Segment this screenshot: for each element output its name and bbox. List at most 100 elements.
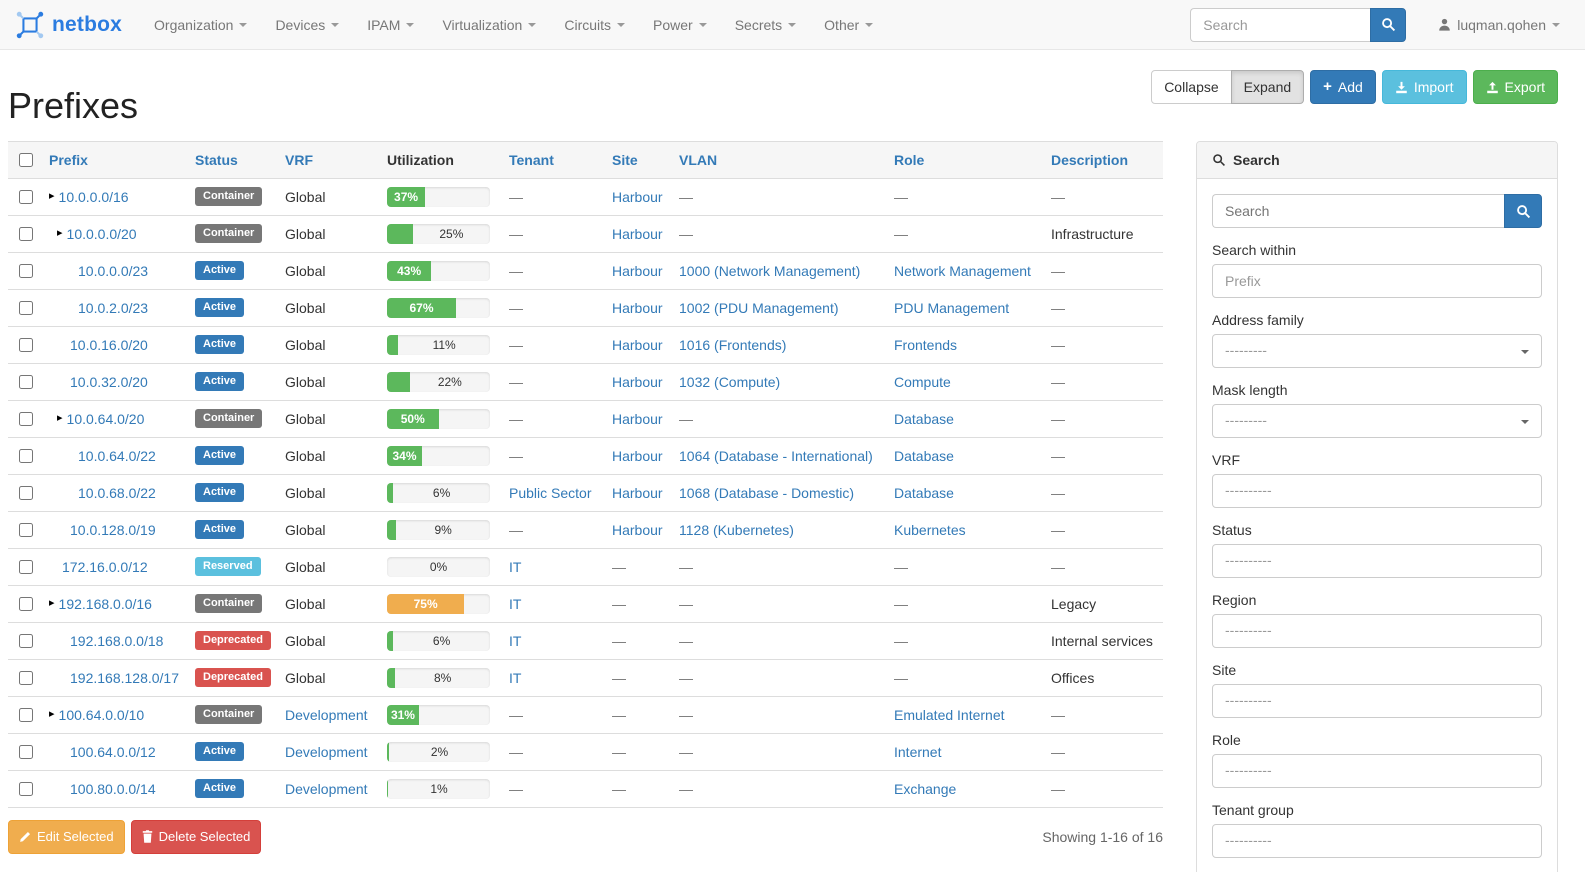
prefix-link[interactable]: 10.0.0.0/20 (66, 225, 137, 242)
prefix-link[interactable]: 192.168.0.0/16 (58, 595, 152, 612)
row-checkbox[interactable] (19, 263, 33, 278)
nav-menu-power[interactable]: Power (639, 0, 721, 50)
nav-menu-other[interactable]: Other (810, 0, 887, 50)
role-link[interactable]: PDU Management (894, 299, 1010, 316)
tenant-link[interactable]: IT (509, 632, 522, 649)
filter-select-mask-length[interactable]: --------- (1212, 404, 1542, 438)
nav-menu-ipam[interactable]: IPAM (353, 0, 428, 50)
row-checkbox[interactable] (19, 596, 33, 611)
expand-caret-icon[interactable]: ▸ (49, 190, 55, 203)
expand-caret-icon[interactable]: ▸ (57, 412, 63, 425)
filter-select-address-family[interactable]: --------- (1212, 334, 1542, 368)
row-checkbox[interactable] (19, 448, 33, 463)
row-checkbox[interactable] (19, 226, 33, 241)
expand-button[interactable]: Expand (1230, 70, 1305, 104)
prefix-link[interactable]: 100.64.0.0/12 (70, 743, 156, 760)
column-header-role[interactable]: Role (889, 152, 1046, 168)
row-checkbox[interactable] (19, 522, 33, 537)
role-link[interactable]: Network Management (894, 262, 1031, 279)
row-checkbox[interactable] (19, 374, 33, 389)
nav-menu-virtualization[interactable]: Virtualization (428, 0, 550, 50)
tenant-link[interactable]: IT (509, 669, 522, 686)
vrf-link[interactable]: Development (285, 780, 368, 797)
nav-menu-secrets[interactable]: Secrets (721, 0, 810, 50)
prefix-link[interactable]: 10.0.128.0/19 (70, 521, 156, 538)
prefix-link[interactable]: 10.0.68.0/22 (78, 484, 156, 501)
prefix-link[interactable]: 192.168.128.0/17 (70, 669, 179, 686)
vrf-link[interactable]: Development (285, 706, 368, 723)
sidebar-search-button[interactable] (1504, 194, 1542, 228)
filter-select-region[interactable]: ---------- (1212, 614, 1542, 648)
filter-select-vrf[interactable]: ---------- (1212, 474, 1542, 508)
column-header-status[interactable]: Status (190, 152, 280, 168)
tenant-link[interactable]: IT (509, 558, 522, 575)
site-link[interactable]: Harbour (612, 225, 663, 242)
vlan-link[interactable]: 1068 (Database - Domestic) (679, 484, 855, 501)
row-checkbox[interactable] (19, 300, 33, 315)
navbar-search-button[interactable] (1370, 7, 1407, 42)
expand-caret-icon[interactable]: ▸ (49, 708, 55, 721)
role-link[interactable]: Database (894, 447, 954, 464)
site-link[interactable]: Harbour (612, 484, 663, 501)
vlan-link[interactable]: 1064 (Database - International) (679, 447, 873, 464)
prefix-link[interactable]: 172.16.0.0/12 (62, 558, 148, 575)
tenant-link[interactable]: IT (509, 595, 522, 612)
vlan-link[interactable]: 1000 (Network Management) (679, 262, 861, 279)
expand-caret-icon[interactable]: ▸ (49, 597, 55, 610)
vlan-link[interactable]: 1002 (PDU Management) (679, 299, 839, 316)
role-link[interactable]: Compute (894, 373, 951, 390)
filter-select-tenant-group[interactable]: ---------- (1212, 824, 1542, 858)
prefix-link[interactable]: 10.0.64.0/22 (78, 447, 156, 464)
role-link[interactable]: Database (894, 410, 954, 427)
filter-select-status[interactable]: ---------- (1212, 544, 1542, 578)
tenant-link[interactable]: Public Sector (509, 484, 592, 501)
column-header-desc[interactable]: Description (1046, 152, 1163, 168)
site-link[interactable]: Harbour (612, 373, 663, 390)
delete-selected-button[interactable]: Delete Selected (130, 819, 262, 854)
column-header-tenant[interactable]: Tenant (504, 152, 607, 168)
prefix-link[interactable]: 10.0.16.0/20 (70, 336, 148, 353)
prefix-link[interactable]: 100.64.0.0/10 (58, 706, 145, 723)
row-checkbox[interactable] (19, 411, 33, 426)
row-checkbox[interactable] (19, 559, 33, 574)
prefix-link[interactable]: 192.168.0.0/18 (70, 632, 164, 649)
site-link[interactable]: Harbour (612, 521, 663, 538)
role-link[interactable]: Emulated Internet (894, 706, 1005, 723)
vlan-link[interactable]: 1128 (Kubernetes) (679, 521, 794, 538)
expand-caret-icon[interactable]: ▸ (57, 227, 63, 240)
row-checkbox[interactable] (19, 744, 33, 759)
site-link[interactable]: Harbour (612, 299, 663, 316)
navbar-search-input[interactable] (1190, 7, 1371, 42)
edit-selected-button[interactable]: Edit Selected (8, 819, 125, 854)
sidebar-search-input[interactable] (1212, 194, 1504, 228)
role-link[interactable]: Frontends (894, 336, 958, 353)
row-checkbox[interactable] (19, 189, 33, 204)
column-header-prefix[interactable]: Prefix (44, 152, 190, 168)
vrf-link[interactable]: Development (285, 743, 368, 760)
nav-menu-circuits[interactable]: Circuits (550, 0, 639, 50)
nav-menu-devices[interactable]: Devices (261, 0, 353, 50)
filter-select-site[interactable]: ---------- (1212, 684, 1542, 718)
column-header-site[interactable]: Site (607, 152, 674, 168)
nav-menu-organization[interactable]: Organization (140, 0, 261, 50)
prefix-link[interactable]: 10.0.32.0/20 (70, 373, 148, 390)
prefix-link[interactable]: 10.0.0.0/23 (78, 262, 149, 279)
add-button[interactable]: + Add (1310, 70, 1376, 104)
row-checkbox[interactable] (19, 633, 33, 648)
role-link[interactable]: Kubernetes (894, 521, 966, 538)
user-menu[interactable]: luqman.qohen (1438, 17, 1560, 33)
row-checkbox[interactable] (19, 781, 33, 796)
prefix-link[interactable]: 10.0.64.0/20 (66, 410, 145, 427)
site-link[interactable]: Harbour (612, 262, 663, 279)
row-checkbox[interactable] (19, 485, 33, 500)
select-all-checkbox[interactable] (19, 152, 33, 167)
row-checkbox[interactable] (19, 670, 33, 685)
filter-select-role[interactable]: ---------- (1212, 754, 1542, 788)
netbox-logo[interactable]: netbox (15, 10, 122, 40)
site-link[interactable]: Harbour (612, 447, 663, 464)
row-checkbox[interactable] (19, 337, 33, 352)
site-link[interactable]: Harbour (612, 188, 663, 205)
prefix-link[interactable]: 10.0.2.0/23 (78, 299, 149, 316)
vlan-link[interactable]: 1016 (Frontends) (679, 336, 787, 353)
vlan-link[interactable]: 1032 (Compute) (679, 373, 781, 390)
